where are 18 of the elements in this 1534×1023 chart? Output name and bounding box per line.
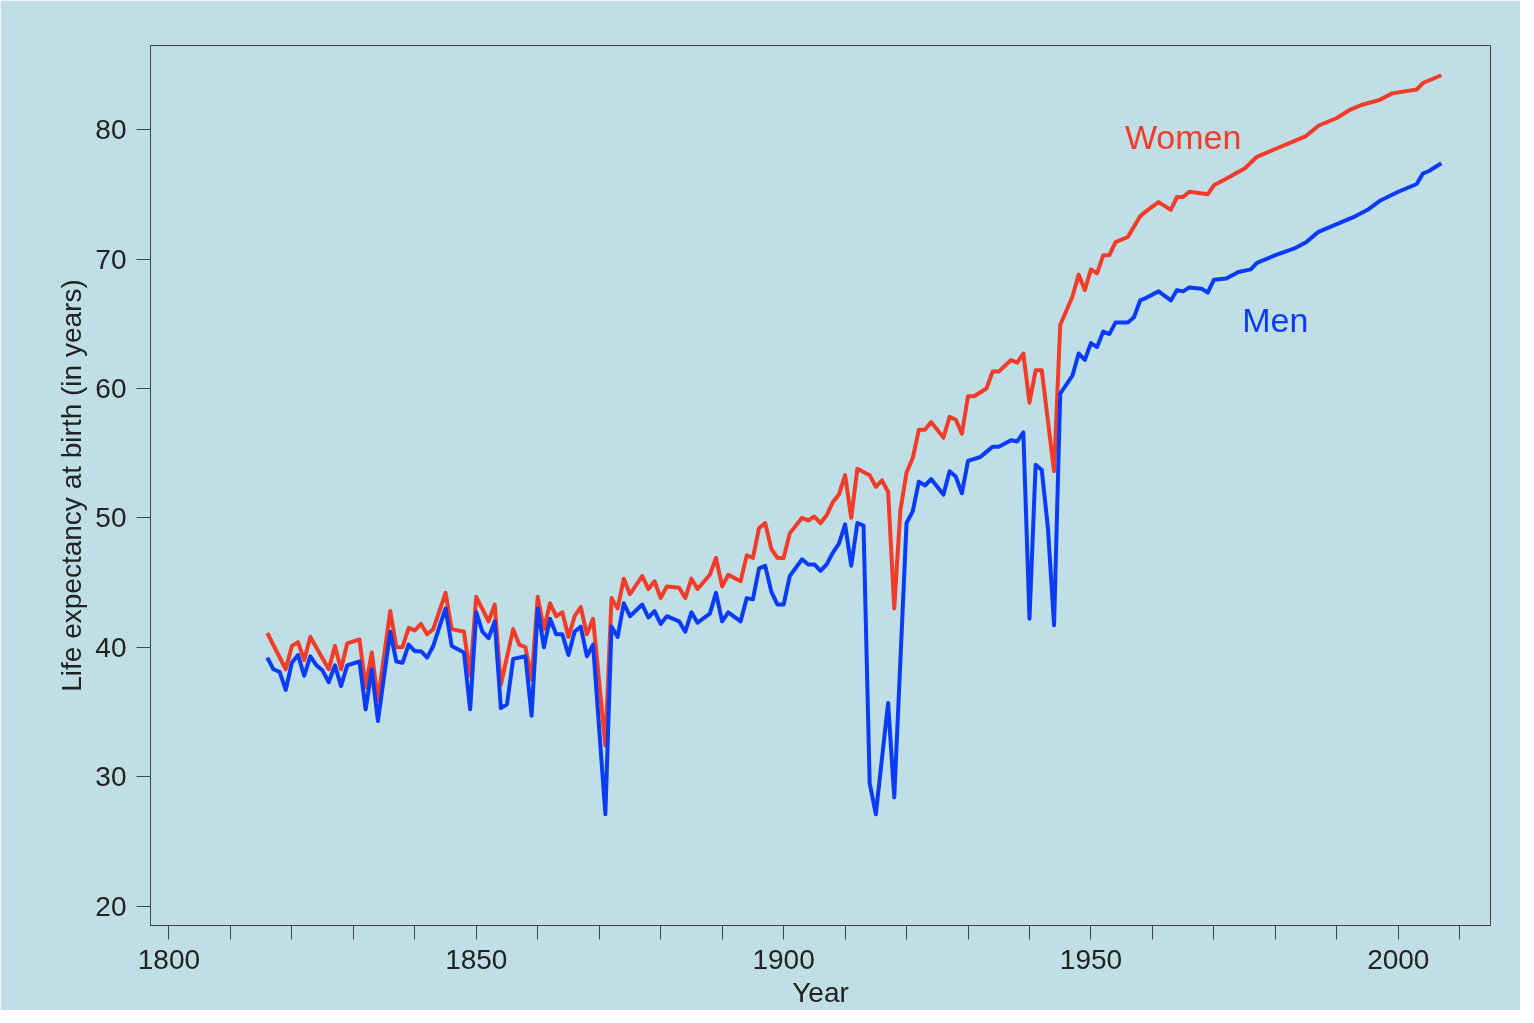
y-tick-label: 40 xyxy=(95,631,127,663)
x-axis-title: Year xyxy=(792,976,849,1008)
x-tick-label: 1900 xyxy=(752,943,815,975)
x-tick-label: 2000 xyxy=(1367,943,1430,975)
x-tick-label: 1950 xyxy=(1059,943,1123,975)
y-tick-label: 20 xyxy=(95,890,127,922)
line-series xyxy=(265,161,1444,817)
x-tick-label: 1800 xyxy=(137,943,201,975)
x-tick-label: 1850 xyxy=(445,943,508,975)
y-tick-label: 60 xyxy=(95,372,127,404)
y-tick-label: 80 xyxy=(95,114,127,146)
series-label: Women xyxy=(1124,117,1242,156)
line-series xyxy=(265,73,1444,748)
y-axis-title: Life expectancy at birth (in years) xyxy=(56,279,88,692)
y-tick-label: 50 xyxy=(95,502,127,534)
series-label: Men xyxy=(1242,301,1309,340)
y-tick-label: 30 xyxy=(95,761,127,793)
y-tick-label: 70 xyxy=(95,243,127,275)
